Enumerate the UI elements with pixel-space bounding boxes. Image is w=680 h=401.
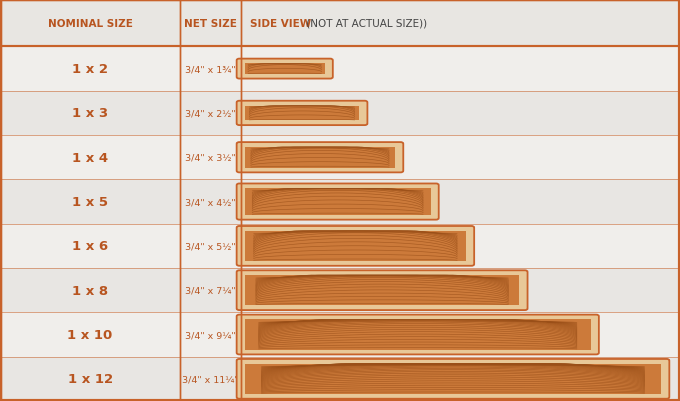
Text: 3/4" x 1¾": 3/4" x 1¾" <box>186 65 236 74</box>
FancyBboxPatch shape <box>237 315 599 354</box>
Text: 1 x 5: 1 x 5 <box>72 196 108 209</box>
Text: 1 x 4: 1 x 4 <box>72 151 108 164</box>
Text: 3/4" x 5½": 3/4" x 5½" <box>186 242 236 251</box>
Text: 3/4" x 9¼": 3/4" x 9¼" <box>186 330 236 339</box>
FancyBboxPatch shape <box>237 271 528 310</box>
Bar <box>245 106 359 121</box>
Bar <box>245 231 466 261</box>
Text: 3/4" x 4½": 3/4" x 4½" <box>186 198 236 207</box>
FancyBboxPatch shape <box>237 184 439 220</box>
Bar <box>0 268 680 313</box>
Bar <box>245 148 395 168</box>
Text: 3/4" x 3½": 3/4" x 3½" <box>186 153 236 162</box>
Bar <box>245 364 661 394</box>
Text: 1 x 2: 1 x 2 <box>72 63 108 76</box>
Bar <box>245 64 324 75</box>
Bar <box>0 47 680 91</box>
Text: SIDE VIEW: SIDE VIEW <box>250 19 311 28</box>
Text: 1 x 8: 1 x 8 <box>72 284 108 297</box>
Text: 1 x 3: 1 x 3 <box>72 107 108 120</box>
Bar <box>0 357 680 401</box>
Text: 1 x 12: 1 x 12 <box>67 373 113 385</box>
Text: 3/4" x 7¼": 3/4" x 7¼" <box>186 286 236 295</box>
Text: 3/4" x 11¼": 3/4" x 11¼" <box>182 375 239 383</box>
Bar <box>0 136 680 180</box>
Text: 1 x 10: 1 x 10 <box>67 328 113 341</box>
FancyBboxPatch shape <box>237 143 403 173</box>
Bar <box>245 275 520 306</box>
Text: NOMINAL SIZE: NOMINAL SIZE <box>48 19 133 28</box>
Text: (NOT AT ACTUAL SIZE)): (NOT AT ACTUAL SIZE)) <box>303 19 427 28</box>
FancyBboxPatch shape <box>237 101 367 126</box>
Bar <box>245 320 591 350</box>
Bar <box>0 313 680 357</box>
Text: 1 x 6: 1 x 6 <box>72 240 108 253</box>
Bar <box>0 0 680 47</box>
Text: 3/4" x 2½": 3/4" x 2½" <box>186 109 236 118</box>
FancyBboxPatch shape <box>237 59 333 79</box>
FancyBboxPatch shape <box>237 227 474 266</box>
Text: NET SIZE: NET SIZE <box>184 19 237 28</box>
FancyBboxPatch shape <box>237 359 669 399</box>
Bar <box>0 91 680 136</box>
Bar <box>245 189 430 215</box>
Bar <box>0 224 680 268</box>
Bar <box>0 180 680 224</box>
